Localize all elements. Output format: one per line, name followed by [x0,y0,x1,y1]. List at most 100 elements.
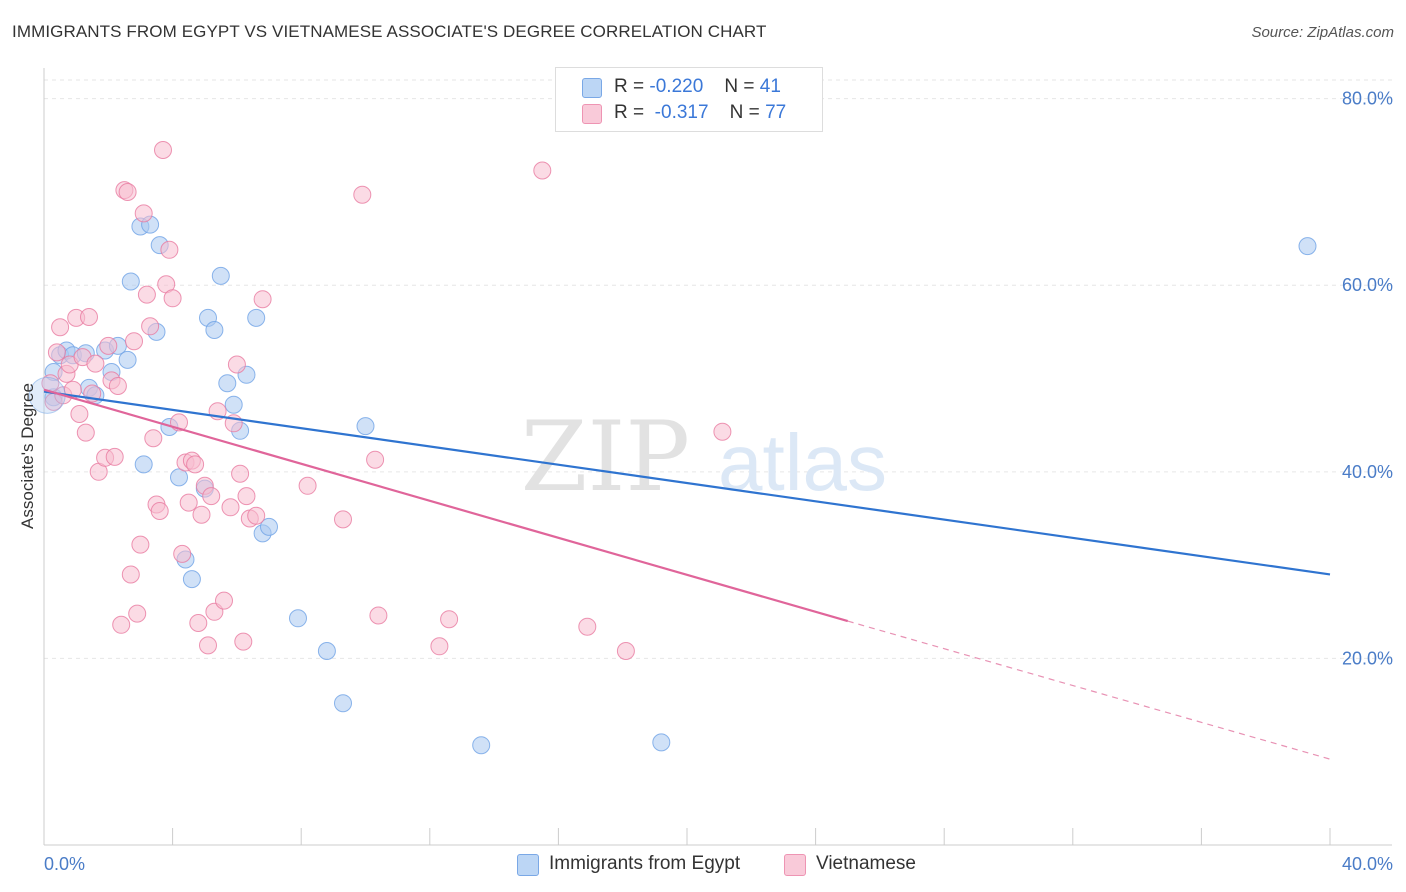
x-tick-label: 40.0% [1342,854,1393,874]
axes [43,68,1392,846]
vietnamese-point [616,642,635,660]
vietnamese-point [105,447,124,466]
egypt-point [334,694,352,713]
vietnamese-point [234,632,253,651]
vietnamese-point [192,505,211,524]
egypt-point [1298,237,1317,256]
vietnamese-point [713,422,732,441]
vietnamese-point [298,476,317,495]
vietnamese-point [173,544,192,563]
vietnamese-point [186,455,205,474]
y-axis-title: Associate's Degree [18,383,37,529]
vietnamese-point [163,289,182,308]
egypt-point [652,733,671,752]
vietnamese-point [134,204,153,223]
bottom-legend-label-egypt: Immigrants from Egypt [549,853,741,874]
watermark-atlas: atlas [718,418,887,507]
chart-title: IMMIGRANTS FROM EGYPT VS VIETNAMESE ASSO… [12,22,767,41]
watermark-zip: ZIP [521,401,690,513]
vietnamese-point [125,332,143,351]
vietnamese-point [112,615,131,634]
vietnamese-point [430,637,449,656]
y-tick-label: 20.0% [1342,648,1393,668]
vietnamese-point [70,405,89,423]
egypt-point [317,642,336,660]
egypt-point [260,517,278,536]
legend-n-value: 41 [759,76,781,97]
bottom-legend-swatch-vietnamese [784,854,806,876]
egypt-point [289,609,307,628]
vietnamese-point [51,318,70,337]
vietnamese-point [128,604,147,623]
vietnamese-point [150,502,169,520]
vietnamese-point [215,591,233,610]
legend-n-label: N = [724,76,755,97]
vietnamese-point [131,535,150,554]
vietnamese-point [179,493,198,512]
vietnamese-point [121,565,140,584]
vietnamese-point [137,285,156,304]
vietnamese-point [366,450,385,469]
vietnamese-point [99,336,118,355]
egypt-point [134,455,153,474]
vietnamese-point [247,506,266,525]
bottom-legend-swatch-egypt [517,854,539,876]
vietnamese-point [578,617,597,636]
y-tick-label: 80.0% [1342,89,1393,109]
egypt-point [121,272,140,291]
legend-swatch-egypt [582,78,602,98]
vietnamese-point [533,161,552,180]
legend-r-label: R = [614,76,645,97]
vietnamese-point [76,423,95,442]
vietnamese-point [118,183,137,201]
egypt-trend-line [43,390,1331,576]
egypt-point [224,395,243,414]
y-tick-labels: 20.0% 40.0% 60.0% 80.0% [1342,89,1393,669]
vietnamese-point [154,141,172,159]
vietnamese-point [160,240,179,259]
egypt-point [218,374,237,393]
vietnamese-point [221,498,240,517]
y-tick-label: 40.0% [1342,462,1393,482]
correlation-legend: R = -0.220 N = 41 R = -0.317 N = 77 [555,67,823,132]
egypt-point [205,321,224,339]
egypt-point [211,266,230,285]
vietnamese-trend-extension [847,620,1331,760]
vietnamese-point [334,510,352,529]
vietnamese-point [440,610,459,629]
vietnamese-point [231,464,250,483]
data-points [28,141,1317,755]
egypt-point [118,350,137,369]
vietnamese-point [199,636,217,655]
vietnamese-point [141,317,160,336]
vietnamese-point [189,614,208,632]
bottom-legend-label-vietnamese: Vietnamese [816,853,916,874]
egypt-point [356,417,375,436]
legend-r-value: -0.220 [649,76,704,97]
legend-swatch-vietnamese [582,104,602,124]
source-label: Source: ZipAtlas.com [1251,24,1394,41]
vietnamese-point [237,487,256,506]
legend-n-value: 77 [765,102,787,123]
egypt-point [247,308,266,327]
vietnamese-point [369,606,388,625]
vietnamese-point [353,185,372,204]
egypt-point [472,736,491,755]
y-tick-label: 60.0% [1342,275,1393,295]
trend-lines [43,388,1331,760]
legend-r-label: R = [614,102,645,123]
x-tick-label: 0.0% [44,854,85,874]
vietnamese-point [80,308,98,326]
legend-r-value: -0.317 [654,102,709,123]
egypt-point [182,570,201,589]
vietnamese-point [227,355,246,374]
watermark: ZIP atlas [521,401,887,513]
x-tick-labels: 0.0% 40.0% [44,854,1393,874]
vietnamese-point [144,429,163,448]
egypt-point [170,468,188,487]
vietnamese-point [86,354,105,373]
vietnamese-point [202,487,221,506]
vietnamese-trend-line [43,388,849,623]
legend-n-label: N = [729,102,760,123]
